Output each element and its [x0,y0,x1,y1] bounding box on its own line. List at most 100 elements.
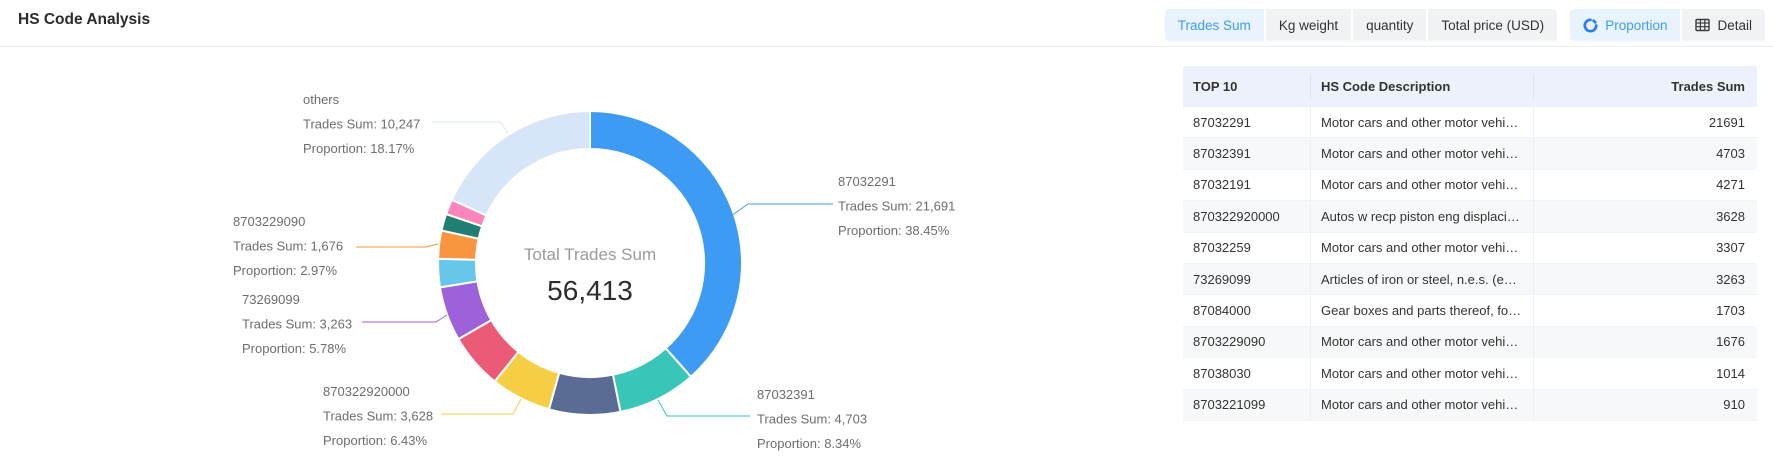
pie-label-proportion: Proportion: 8.34% [757,436,862,451]
pie-slice-87084000[interactable] [437,257,479,289]
table-body: 87032291 Motor cars and other motor vehic… [1183,107,1757,421]
pie-label-name: others [303,92,340,107]
cell-description: Gear boxes and parts thereof, for tract.… [1310,295,1533,326]
pie-label-name: 73269099 [242,292,300,307]
cell-hs-code: 87032291 [1193,114,1251,130]
cell-trades-sum: 1014 [1533,358,1757,389]
cell-hs-code: 87032259 [1193,240,1251,256]
hs-code-pie-chart: 87032291 Trades Sum: 21,691 Proportion: 38… [233,92,955,451]
cell-description-text: Autos w recp piston eng displacing > ... [1321,208,1523,224]
header-divider [0,46,1773,47]
view-tab-label: Proportion [1605,17,1668,33]
pie-label-line-others [432,121,509,134]
page-title: HS Code Analysis [18,11,151,28]
pie-chart-icon [1583,17,1598,33]
pie-label-87032391: 87032391 Trades Sum: 4,703 Proportion: 8.3… [757,387,867,451]
cell-description-text: Articles of iron or steel, n.e.s. (exclu… [1321,271,1523,287]
cell-description: Motor cars and other motor vehicles p... [1310,389,1533,420]
cell-description-text: Motor cars and other motor vehicles p... [1321,240,1523,256]
cell-description: Motor cars and other motor vehicles p... [1310,326,1533,358]
cell-hs-code: 870322920000 [1193,208,1280,224]
pie-slice-87032291[interactable] [589,110,743,378]
cell-trades-sum: 3263 [1533,263,1757,295]
col-header-top-10: TOP 10 [1193,79,1238,94]
metric-tab-quantity[interactable]: quantity [1353,9,1427,41]
view-tab-detail[interactable]: Detail [1682,9,1765,41]
cell-description-text: Motor cars and other motor vehicles p... [1321,177,1523,193]
pie-label-value: Trades Sum: 3,263 [242,317,352,332]
pie-label-proportion: Proportion: 18.17% [303,141,415,156]
metric-tab-label: Trades Sum [1177,17,1251,33]
table-icon [1695,18,1711,32]
cell-trades-sum: 4271 [1533,169,1757,201]
pie-slice-87032191[interactable] [547,371,622,416]
pie-label-line-87032291 [730,203,833,217]
metric-tab-kg-weight[interactable]: Kg weight [1265,9,1352,41]
metric-tab-total-price-usd[interactable]: Total price (USD) [1428,9,1558,41]
pie-label-value: Trades Sum: 10,247 [303,117,420,132]
cell-description-text: Motor cars and other motor vehicles p... [1321,334,1523,350]
cell-description: Motor cars and other motor vehicles p... [1310,107,1533,138]
view-tab-label: Detail [1717,17,1752,33]
table-row: 73269099 Articles of iron or steel, n.e.s… [1183,263,1757,296]
pie-label-line-87032391 [657,399,750,417]
cell-description: Articles of iron or steel, n.e.s. (exclu… [1310,263,1533,295]
pie-label-line-8703229090 [356,243,439,248]
view-tab-proportion[interactable]: Proportion [1570,9,1681,41]
metric-tab-label: quantity [1366,17,1414,33]
pie-label-proportion: Proportion: 2.97% [233,263,338,278]
cell-trades-sum: 910 [1533,389,1757,420]
cell-trades-sum: 3307 [1533,232,1757,263]
toolbar: Trades Sum Kg weight quantity Total price (… [1164,9,1765,41]
pie-label-value: Trades Sum: 21,691 [838,199,955,214]
pie-label-8703229090: 8703229090 Trades Sum: 1,676 Proportion: 2… [233,214,343,278]
cell-hs-code: 8703221099 [1193,397,1266,413]
chart-center-total: 56,413 [547,275,633,306]
cell-trades-sum: 1703 [1533,295,1757,326]
table-row: 87032391 Motor cars and other motor vehic… [1183,138,1757,170]
pie-label-proportion: Proportion: 6.43% [323,433,428,448]
table-row: 87038030 Motor cars and other motor vehic… [1183,358,1757,390]
pie-label-proportion: Proportion: 5.78% [242,341,347,356]
cell-description: Motor cars and other motor vehicles p... [1310,358,1533,389]
cell-description: Motor cars and other motor vehicles p... [1310,169,1533,201]
cell-hs-code: 87084000 [1193,303,1251,319]
pie-label-proportion: Proportion: 38.45% [838,223,950,238]
cell-description-text: Motor cars and other motor vehicles p... [1321,365,1523,381]
table-row: 870322920000 Autos w recp piston eng disp… [1183,201,1757,233]
pie-label-value: Trades Sum: 1,676 [233,239,343,254]
pie-label-870322920000: 870322920000 Trades Sum: 3,628 Proportion:… [323,384,433,448]
cell-trades-sum: 4703 [1533,138,1757,169]
table-row: 87032191 Motor cars and other motor vehic… [1183,169,1757,202]
table-row: 87032259 Motor cars and other motor vehic… [1183,232,1757,264]
cell-description: Motor cars and other motor vehicles p... [1310,138,1533,169]
pie-label-name: 87032291 [838,174,896,189]
metric-tab-label: Kg weight [1278,17,1339,33]
cell-hs-code: 87032191 [1193,177,1251,193]
table-row: 87032291 Motor cars and other motor vehic… [1183,107,1757,139]
pie-label-value: Trades Sum: 4,703 [757,412,867,427]
pie-label-73269099: 73269099 Trades Sum: 3,263 Proportion: 5.7… [242,292,352,356]
cell-hs-code: 87038030 [1193,365,1251,381]
pie-slice-others[interactable] [450,110,591,217]
pie-label-name: 8703229090 [233,214,305,229]
cell-trades-sum: 1676 [1533,326,1757,358]
table-row: 87084000 Gear boxes and parts thereof, fo… [1183,295,1757,327]
pie-label-name: 870322920000 [323,384,410,399]
col-header-trades-sum: Trades Sum [1533,74,1757,99]
cell-description: Motor cars and other motor vehicles p... [1310,232,1533,263]
cell-description-text: Motor cars and other motor vehicles p... [1321,146,1523,162]
metric-tab-group: Trades Sum Kg weight quantity Total price (… [1164,9,1558,41]
chart-center-title: Total Trades Sum [524,245,656,264]
cell-description: Autos w recp piston eng displacing > ... [1310,201,1533,232]
pie-label-line-870322920000 [441,398,522,415]
cell-description-text: Motor cars and other motor vehicles p... [1321,397,1523,413]
table-row: 8703221099 Motor cars and other motor veh… [1183,389,1757,421]
cell-trades-sum: 3628 [1533,201,1757,232]
cell-trades-sum: 21691 [1533,107,1757,138]
top10-table: TOP 10 HS Code Description Trades Sum 8703… [1183,66,1757,421]
metric-tab-trades-sum[interactable]: Trades Sum [1164,9,1264,41]
metric-tab-label: Total price (USD) [1441,17,1545,33]
table-row: 8703229090 Motor cars and other motor veh… [1183,326,1757,359]
